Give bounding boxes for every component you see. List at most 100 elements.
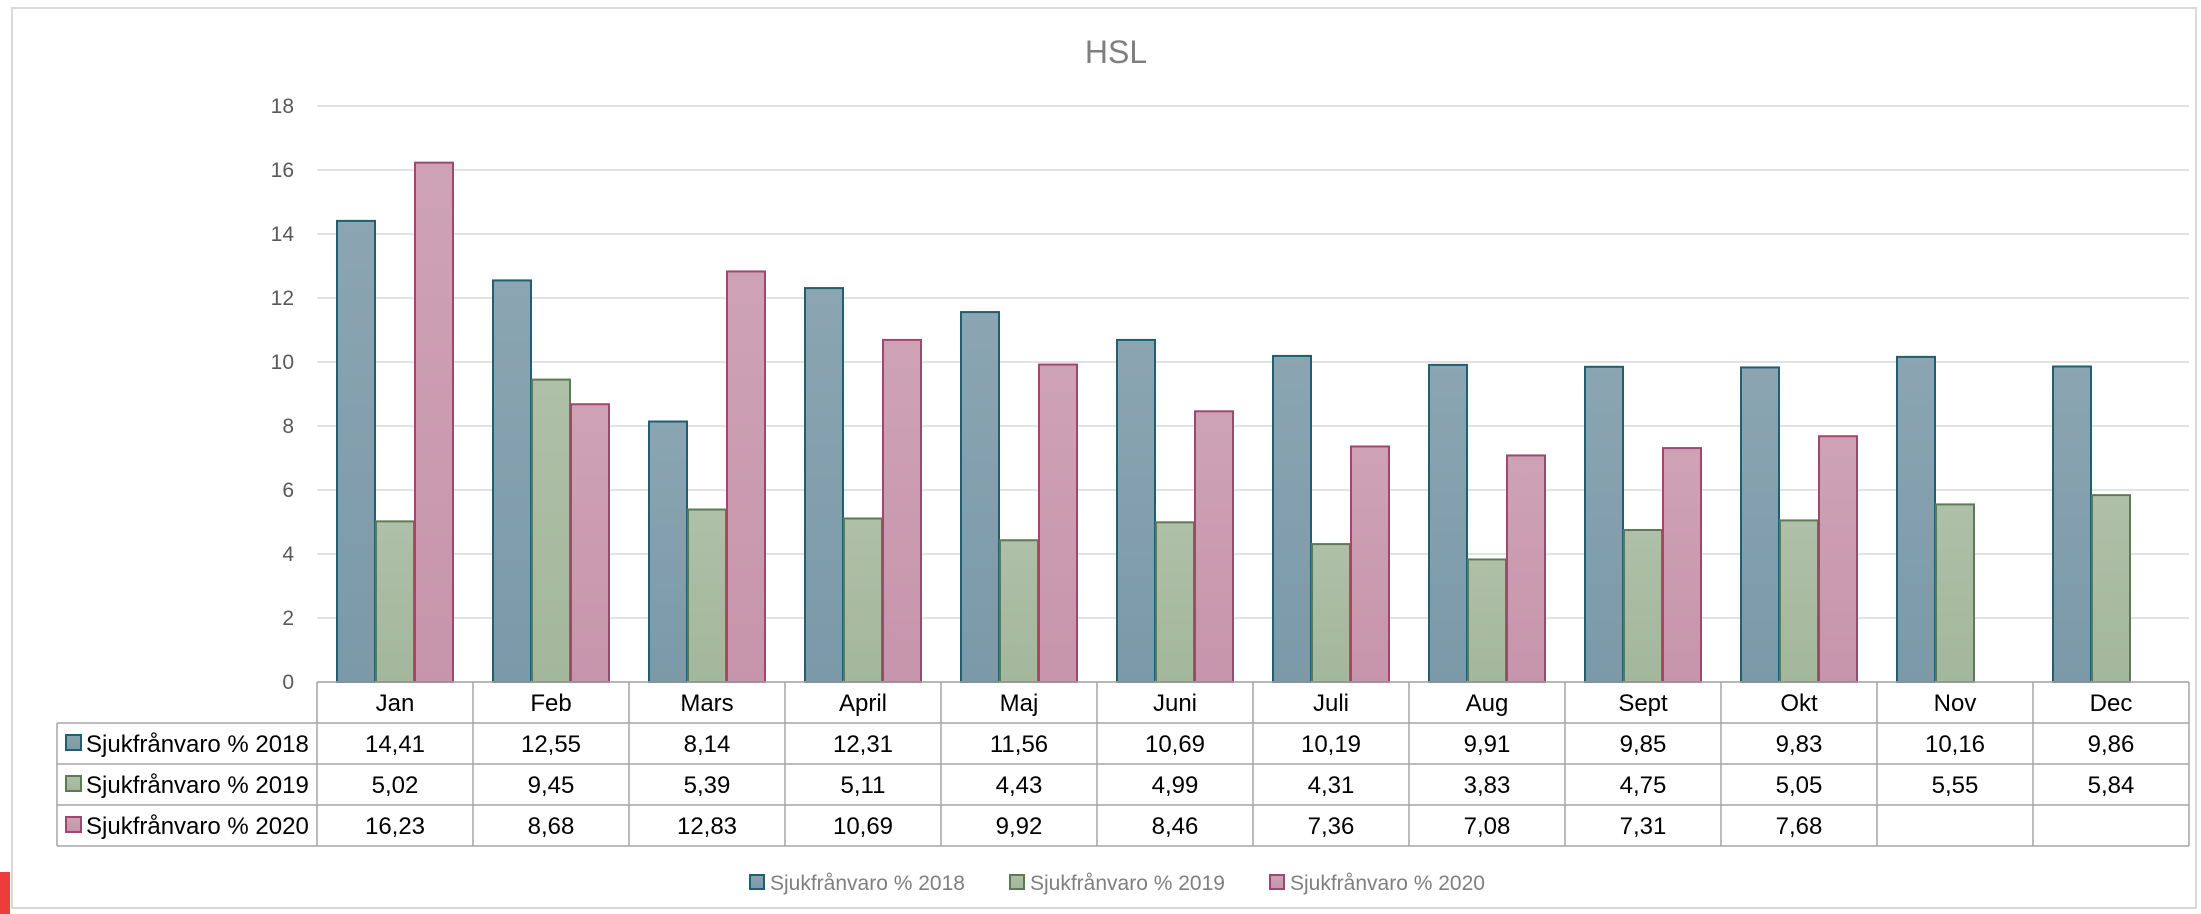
bar-juni-series-2: [1155, 521, 1195, 683]
bar-jan-series-1: [336, 219, 376, 683]
y-tick-label: 18: [271, 95, 294, 118]
bar-juli-series-2: [1311, 543, 1351, 684]
table-cell-value: 10,19: [1301, 731, 1361, 758]
table-cell-value: 4,99: [1152, 772, 1199, 799]
legend-label: Sjukfrånvaro % 2019: [1030, 872, 1225, 895]
bar-april-series-1: [804, 287, 844, 683]
bar-sept-series-2: [1623, 529, 1663, 683]
x-tick-label: April: [839, 690, 887, 717]
table-cell-value: 4,75: [1620, 772, 1667, 799]
x-tick-label: Okt: [1780, 690, 1818, 717]
bar-sept-series-3: [1662, 447, 1702, 683]
table-cell-value: 12,55: [521, 731, 581, 758]
table-row-label: Sjukfrånvaro % 2019: [86, 772, 309, 799]
bar-jan-series-2: [375, 520, 415, 683]
x-tick-label: Aug: [1466, 690, 1509, 717]
table-cell-value: 11,56: [990, 731, 1048, 758]
table-cell-value: 5,55: [1932, 772, 1979, 799]
bar-juni-series-1: [1116, 338, 1156, 683]
x-tick-label: Juli: [1313, 690, 1349, 717]
bar-feb-series-1: [492, 279, 532, 683]
bar-april-series-3: [882, 338, 922, 683]
bar-maj-series-2: [999, 539, 1039, 683]
table-cell-value: 7,36: [1308, 813, 1355, 840]
table-cell-value: 9,83: [1776, 731, 1823, 758]
x-tick-label: Nov: [1934, 690, 1977, 717]
bar-dec-series-2: [2091, 494, 2131, 683]
table-cell-value: 8,14: [684, 731, 731, 758]
table-legend-key: [65, 734, 82, 751]
x-tick-label: Sept: [1618, 690, 1668, 717]
bar-dec-series-1: [2052, 365, 2092, 683]
y-tick-label: 0: [282, 671, 294, 694]
table-row-label: Sjukfrånvaro % 2018: [86, 731, 309, 758]
table-cell-value: 7,68: [1776, 813, 1823, 840]
table-row-label: Sjukfrånvaro % 2020: [86, 813, 309, 840]
bar-okt-series-3: [1818, 435, 1858, 683]
table-cell-value: 9,45: [528, 772, 575, 799]
bar-maj-series-3: [1038, 363, 1078, 683]
table-cell-value: 5,84: [2088, 772, 2135, 799]
x-tick-label: Maj: [1000, 690, 1039, 717]
bar-aug-series-3: [1506, 454, 1546, 683]
table-legend-key: [65, 775, 82, 792]
bar-sept-series-1: [1584, 365, 1624, 683]
table-cell-value: 12,31: [833, 731, 893, 758]
table-legend-key: [65, 816, 82, 833]
bar-maj-series-1: [960, 311, 1000, 683]
bar-feb-series-3: [570, 403, 610, 683]
legend: Sjukfrånvaro % 2018 Sjukfrånvaro % 2019 Sj…: [749, 872, 1485, 895]
bar-okt-series-2: [1779, 519, 1819, 684]
table-cell-value: 5,05: [1776, 772, 1823, 799]
table-cell-value: 9,92: [996, 813, 1043, 840]
legend-key: [749, 874, 765, 890]
x-tick-label: Jan: [376, 690, 415, 717]
table-cell-value: 12,83: [677, 813, 737, 840]
legend-key: [1009, 874, 1025, 890]
table-cell-value: 5,39: [684, 772, 731, 799]
bar-mars-series-2: [687, 508, 727, 683]
table-cell-value: 10,16: [1925, 731, 1985, 758]
bar-nov-series-1: [1896, 355, 1936, 683]
bar-jan-series-3: [414, 161, 454, 683]
bar-feb-series-2: [531, 378, 571, 683]
bar-april-series-2: [843, 517, 883, 683]
x-tick-label: Feb: [530, 690, 571, 717]
x-tick-label: Dec: [2090, 690, 2133, 717]
bar-okt-series-1: [1740, 366, 1780, 683]
bars: [336, 161, 2131, 684]
chart-title: HSL: [1085, 34, 1147, 70]
bar-aug-series-1: [1428, 363, 1468, 683]
table-cell-value: 9,86: [2088, 731, 2135, 758]
bar-juni-series-3: [1194, 410, 1234, 683]
x-tick-label: Juni: [1153, 690, 1197, 717]
legend-label: Sjukfrånvaro % 2018: [770, 872, 965, 895]
table-cell-value: 8,68: [528, 813, 575, 840]
table-cell-value: 5,11: [841, 772, 886, 799]
bar-nov-series-2: [1935, 503, 1975, 683]
y-tick-label: 12: [271, 287, 294, 310]
x-tick-label: Mars: [680, 690, 733, 717]
table-cell-value: 4,31: [1308, 772, 1355, 799]
table-cell-value: 4,43: [996, 772, 1043, 799]
y-tick-label: 4: [282, 543, 294, 566]
table-cell-value: 3,83: [1464, 772, 1511, 799]
table-cell-value: 9,91: [1464, 731, 1511, 758]
data-table: Jan Feb Mars April Maj Juni Juli Aug Sept Okt Nov D…: [56, 681, 2190, 847]
table-cell-value: 8,46: [1152, 813, 1199, 840]
y-tick-label: 2: [282, 607, 294, 630]
y-tick-label: 10: [271, 351, 294, 374]
bar-juli-series-1: [1272, 354, 1312, 683]
table-cell-value: 10,69: [1145, 731, 1205, 758]
corner-marker: [0, 872, 10, 914]
bar-juli-series-3: [1350, 445, 1390, 684]
y-tick-label: 16: [271, 159, 294, 182]
bar-mars-series-1: [648, 420, 688, 683]
legend-label: Sjukfrånvaro % 2020: [1290, 872, 1485, 895]
y-tick-label: 8: [282, 415, 294, 438]
y-tick-label: 14: [271, 223, 295, 246]
table-cell-value: 5,02: [372, 772, 419, 799]
table-cell-value: 9,85: [1620, 731, 1667, 758]
legend-key: [1269, 874, 1285, 890]
